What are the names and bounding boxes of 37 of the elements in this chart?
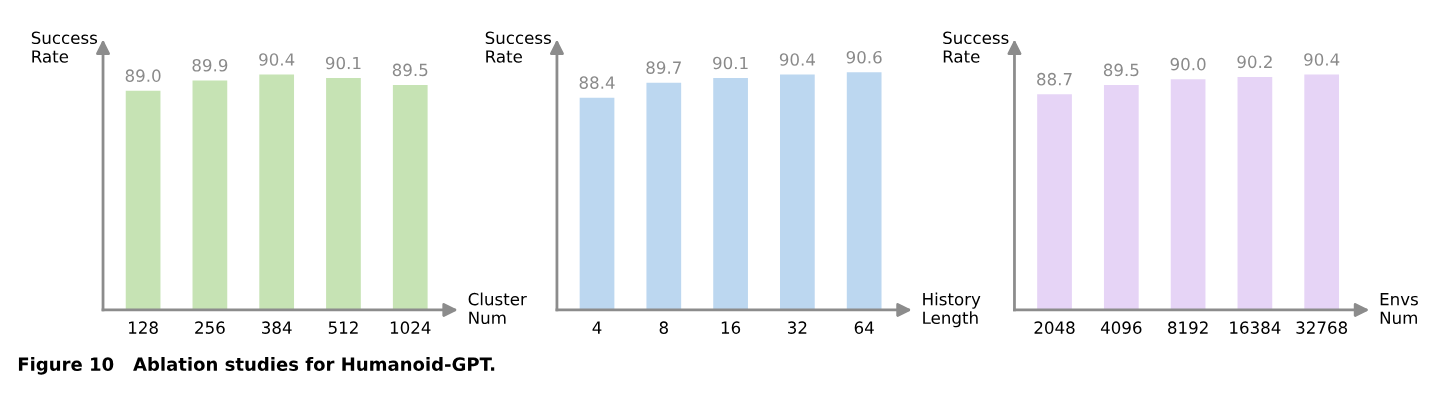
data-label: 88.4 — [579, 76, 615, 89]
x-axis-title: Cluster Num — [468, 292, 527, 325]
caption: Figure 10 Ablation studies for Humanoid-GPT. — [18, 357, 495, 375]
x-tick-label: 256 — [195, 321, 225, 334]
data-label: 89.5 — [392, 63, 428, 77]
data-label: 89.9 — [192, 58, 228, 72]
x-tick-label: 384 — [262, 321, 292, 334]
data-label: 90.0 — [1170, 57, 1206, 71]
data-label: 89.7 — [646, 61, 681, 74]
data-label: 88.7 — [1037, 72, 1072, 86]
x-tick-label: 1024 — [390, 321, 431, 334]
data-label: 90.4 — [779, 53, 815, 66]
x-axis-title: History Length — [923, 292, 981, 328]
x-axis-title: Envs Num — [1380, 293, 1418, 325]
data-label: 90.4 — [1304, 53, 1340, 66]
x-tick-label: 32 — [788, 321, 807, 334]
x-tick-label: 8 — [659, 321, 668, 334]
data-label: 90.1 — [713, 56, 748, 70]
data-label: 90.2 — [1237, 55, 1272, 69]
y-axis-title: Success Rate — [485, 31, 551, 63]
data-label: 89.0 — [125, 69, 161, 82]
data-label: 89.5 — [1103, 63, 1139, 77]
x-tick-label: 128 — [129, 321, 158, 334]
x-tick-label: 512 — [328, 321, 358, 334]
x-tick-label: 4 — [592, 321, 602, 334]
x-tick-label: 64 — [854, 321, 874, 334]
x-tick-label: 16384 — [1230, 321, 1281, 334]
x-tick-label: 4096 — [1100, 321, 1142, 334]
y-axis-title: Success Rate — [31, 31, 98, 63]
data-label: 90.6 — [846, 50, 882, 64]
data-label: 90.4 — [259, 53, 295, 66]
y-axis-title: Success Rate — [943, 31, 1009, 63]
x-tick-label: 32768 — [1296, 321, 1348, 334]
x-tick-label: 16 — [721, 321, 741, 334]
x-tick-label: 8192 — [1168, 321, 1208, 334]
data-label: 90.1 — [325, 56, 361, 70]
x-tick-label: 2048 — [1034, 321, 1075, 334]
